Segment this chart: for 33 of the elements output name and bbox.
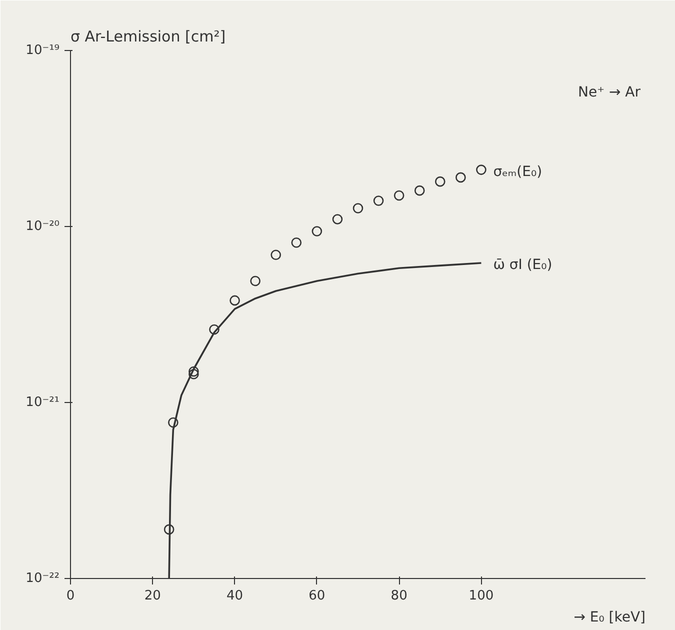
point: [270, 250, 282, 260]
point: [188, 368, 199, 380]
x-tick-label: 60: [308, 588, 326, 604]
x-axis-title: → E₀ [keV]: [574, 610, 646, 626]
x-tick-label: 80: [390, 588, 408, 604]
series-label: ω̄ σI (E₀): [493, 257, 552, 274]
point: [188, 366, 199, 377]
y-tick-label: 10⁻¹⁹: [26, 43, 60, 58]
point: [373, 196, 384, 206]
y-tick-label: 10⁻²¹: [26, 395, 60, 410]
point: [414, 185, 425, 196]
point: [434, 176, 446, 187]
point: [332, 214, 343, 224]
point: [164, 524, 174, 535]
point: [394, 190, 404, 201]
annotation: Ne⁺ → Ar: [578, 84, 641, 100]
point: [230, 295, 240, 306]
point: [476, 164, 486, 175]
y-tick-label: 10⁻²⁰: [26, 219, 60, 234]
x-tick-label: 100: [468, 588, 494, 604]
point: [312, 226, 322, 236]
x-tick-label: 20: [144, 588, 161, 604]
point: [250, 276, 260, 286]
series-label: σₑₘ(E₀): [493, 164, 542, 180]
point: [456, 172, 466, 183]
point: [168, 417, 178, 428]
point: [291, 237, 302, 248]
y-tick-label: 10⁻²²: [26, 571, 60, 586]
x-tick-label: 40: [226, 588, 244, 604]
point: [352, 203, 364, 214]
point: [209, 324, 220, 335]
y-axis-title: σ Ar-Lemission [cm²]: [70, 28, 226, 46]
x-tick-label: 0: [66, 588, 75, 604]
